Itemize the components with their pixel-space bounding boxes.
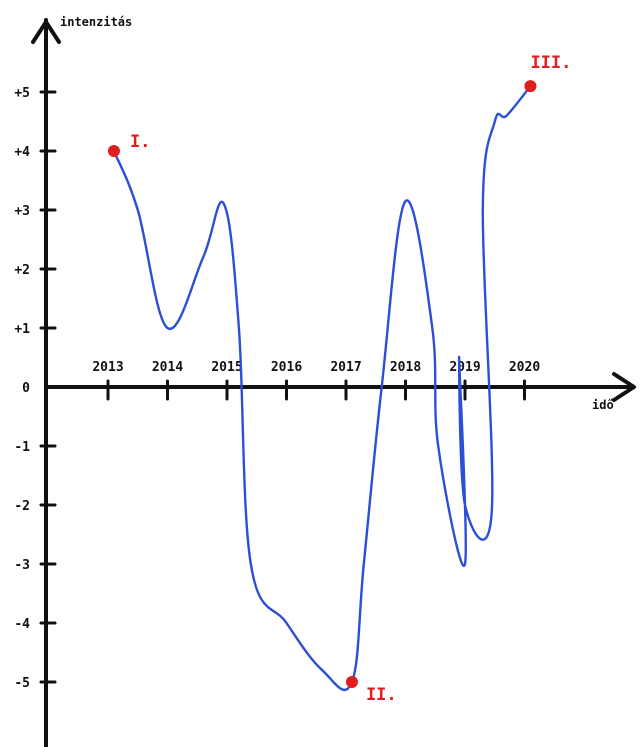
highlight-point-label: I.	[130, 132, 150, 152]
x-tick-label: 2014	[152, 360, 183, 375]
y-tick-label: -5	[14, 676, 30, 691]
highlight-point-marker	[107, 145, 120, 157]
x-axis-arrow	[612, 372, 636, 402]
y-tick-label: +4	[14, 145, 30, 160]
y-axis-arrow	[31, 20, 61, 44]
y-tick-label: -2	[14, 499, 30, 514]
x-tick-group: 2013 2014 2015 2016 2017 2018 2019 2020	[92, 360, 540, 401]
x-tick-label: 2015	[211, 360, 242, 375]
x-tick-label: 2019	[449, 360, 480, 375]
y-tick-label: -4	[14, 617, 30, 632]
x-tick-label: 2020	[509, 360, 540, 375]
series-group	[112, 84, 532, 691]
y-axis-title: intenzitás	[60, 15, 132, 29]
y-tick-group: +5 +4 +3 +2 +1 0 -1 -2 -3 -4 -5	[14, 86, 57, 691]
y-tick-label: -1	[14, 440, 30, 455]
y-tick-label: 0	[22, 381, 30, 396]
highlighted-points-group: I. II. III.	[107, 53, 571, 705]
x-tick-label: 2017	[330, 360, 361, 375]
highlight-point-marker	[524, 80, 537, 93]
y-tick-label: +3	[14, 204, 30, 219]
y-tick-label: +2	[14, 263, 30, 278]
y-tick-label: +1	[14, 322, 30, 337]
x-tick-label: 2013	[92, 360, 123, 375]
x-tick-label: 2018	[390, 360, 421, 375]
y-tick-label: +5	[14, 86, 30, 101]
series-line	[112, 84, 532, 691]
highlight-point-label: II.	[366, 685, 397, 705]
highlight-point-marker	[345, 676, 358, 688]
y-tick-label: -3	[14, 558, 30, 573]
highlight-point-label: III.	[530, 53, 571, 73]
x-tick-label: 2016	[271, 360, 302, 375]
x-axis-title: idő	[592, 398, 614, 412]
